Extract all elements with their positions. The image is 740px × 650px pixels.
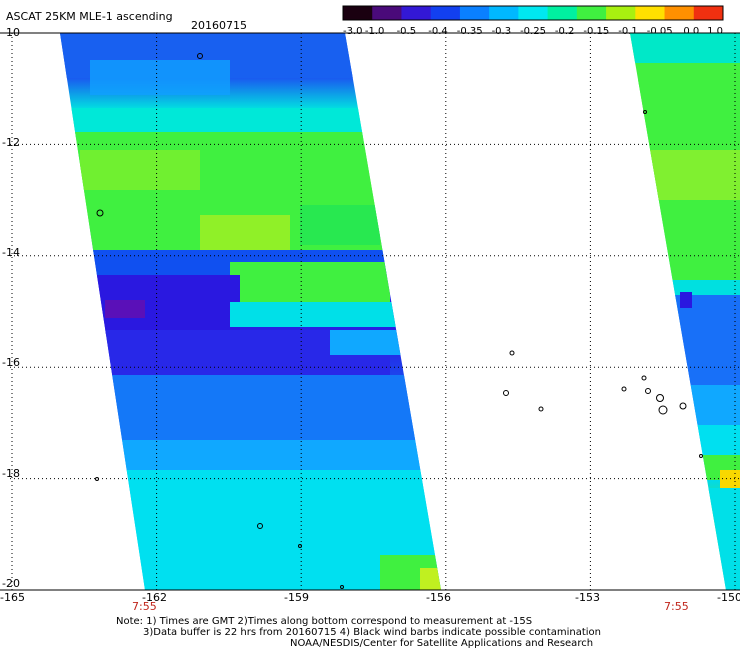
- map-date: 20160715: [191, 19, 247, 32]
- swath-left: [60, 33, 441, 590]
- color-scale-labels: -3.0 -1.0 -0.5 -0.4 -0.35 -0.3 -0.25 -0.2 -0.15-…: [343, 26, 723, 35]
- footer-note-line-1: Note: 1) Times are GMT 2)Times along bot…: [116, 616, 533, 627]
- color-scale-swatch: [372, 6, 402, 20]
- color-scale-swatches: [342, 5, 724, 21]
- lon-label: -150: [717, 591, 740, 604]
- color-scale-tick-label: -1.0: [365, 26, 385, 35]
- lon-label: -162: [142, 591, 167, 604]
- color-scale-tick-label: -3.0: [343, 26, 363, 35]
- color-scale-tick-label: -0.3: [492, 26, 512, 35]
- color-scale-tick-label: -0.05: [647, 26, 673, 35]
- color-scale-swatch: [576, 6, 607, 20]
- color-scale-tick-label: -0.4: [428, 26, 448, 35]
- color-scale-swatch: [547, 6, 578, 20]
- lat-label: -18: [2, 467, 20, 480]
- island-outlines: [95, 53, 703, 589]
- lat-label: -20: [2, 577, 20, 590]
- color-scale-swatch: [606, 6, 636, 20]
- swath-time-label: 7:55: [132, 600, 157, 613]
- color-scale-legend: -3.0 -1.0 -0.5 -0.4 -0.35 -0.3 -0.25 -0.2 -0.15-…: [342, 5, 724, 35]
- swath-right: [630, 33, 740, 590]
- lat-label: -12: [2, 136, 20, 149]
- color-scale-swatch: [693, 6, 724, 20]
- footer-note-line-2: 3)Data buffer is 22 hrs from 20160715 4)…: [143, 627, 601, 638]
- color-scale-swatch: [459, 6, 490, 20]
- lon-label: -156: [426, 591, 451, 604]
- color-scale-tick-label: -0.25: [520, 26, 546, 35]
- color-scale-swatch: [518, 6, 549, 20]
- color-scale-tick-label: 1.0: [707, 26, 723, 35]
- color-scale-tick-label: 0.0: [683, 26, 699, 35]
- lon-label: -159: [284, 591, 309, 604]
- color-scale-swatch: [489, 6, 519, 20]
- lat-label: -16: [2, 356, 20, 369]
- color-scale-swatch: [664, 6, 695, 20]
- lat-lon-grid: [10, 32, 740, 591]
- color-scale-tick-label: -0.15: [583, 26, 609, 35]
- swath-time-label: 7:55: [664, 600, 689, 613]
- color-scale-tick-label: -0.5: [397, 26, 417, 35]
- footer-credit: NOAA/NESDIS/Center for Satellite Applica…: [290, 638, 594, 649]
- lat-label: -10: [2, 26, 20, 39]
- color-scale-swatch: [343, 6, 373, 20]
- lon-label: -153: [575, 591, 600, 604]
- color-scale-tick-label: -0.2: [555, 26, 575, 35]
- color-scale-swatch: [401, 6, 432, 20]
- lat-label: -14: [2, 246, 20, 259]
- color-scale-tick-label: -0.35: [457, 26, 483, 35]
- color-scale-tick-label: -0.1: [618, 26, 638, 35]
- color-scale-swatch: [430, 6, 461, 20]
- map-title: ASCAT 25KM MLE-1 ascending: [6, 10, 173, 23]
- color-scale-swatch: [635, 6, 666, 20]
- lon-label: -165: [0, 591, 25, 604]
